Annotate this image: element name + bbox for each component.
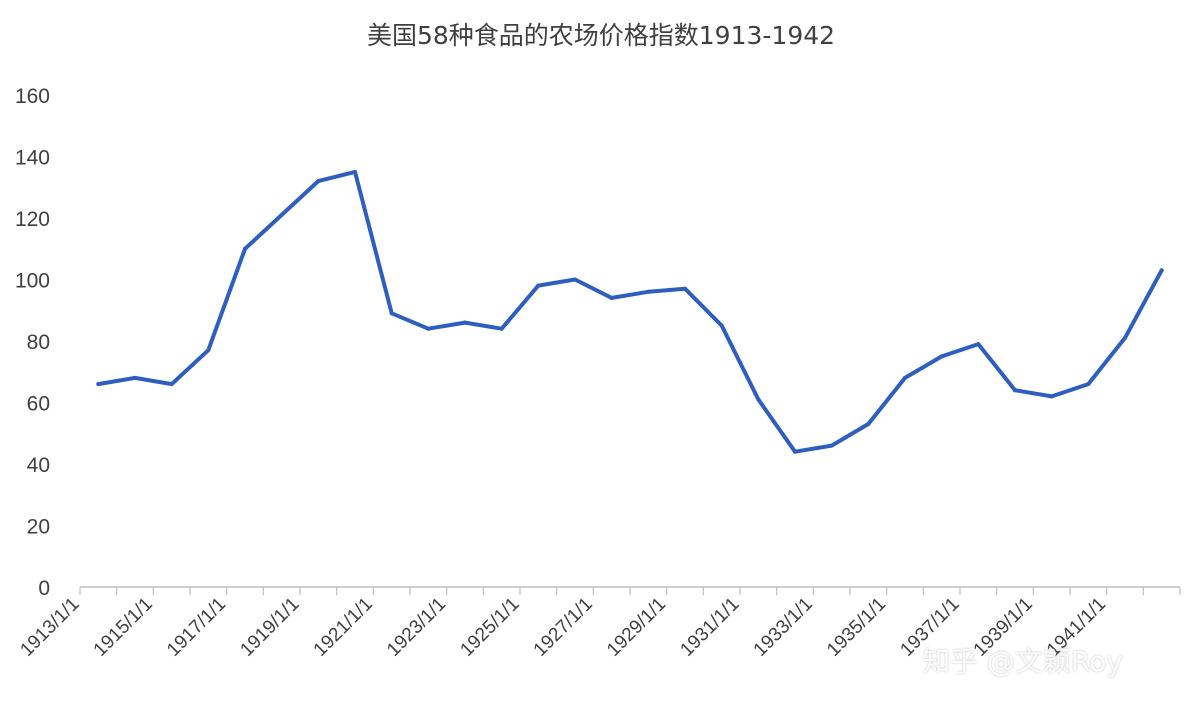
data-point bbox=[1159, 268, 1164, 273]
data-point bbox=[279, 212, 284, 217]
data-point bbox=[646, 289, 651, 294]
series-line bbox=[96, 169, 1164, 454]
data-point bbox=[1123, 335, 1127, 340]
data-point bbox=[903, 375, 907, 380]
data-point bbox=[426, 326, 431, 331]
data-point bbox=[573, 277, 577, 282]
data-point bbox=[536, 283, 541, 288]
y-tick-label: 40 bbox=[27, 454, 50, 477]
data-point bbox=[1049, 394, 1054, 399]
data-point bbox=[609, 295, 614, 300]
data-point bbox=[243, 246, 247, 251]
x-tick-label: 1931/1/1 bbox=[676, 594, 743, 661]
data-point bbox=[96, 382, 101, 387]
data-point bbox=[353, 169, 357, 174]
chart-title: 美国58种食品的农场价格指数1913-1942 bbox=[366, 21, 836, 50]
x-tick-label: 1923/1/1 bbox=[383, 594, 450, 661]
x-tick-label: 1927/1/1 bbox=[530, 594, 597, 661]
data-point bbox=[463, 320, 467, 325]
data-point bbox=[756, 397, 761, 402]
x-tick-label: 1921/1/1 bbox=[310, 594, 377, 661]
x-tick-label: 1919/1/1 bbox=[236, 594, 303, 661]
x-tick-label: 1925/1/1 bbox=[456, 594, 523, 661]
y-tick-label: 20 bbox=[27, 516, 50, 539]
data-point bbox=[719, 323, 724, 328]
y-tick-label: 60 bbox=[27, 393, 50, 416]
x-tick-label: 1929/1/1 bbox=[603, 594, 670, 661]
x-tick-label: 1915/1/1 bbox=[90, 594, 157, 661]
data-point bbox=[866, 422, 871, 427]
data-point bbox=[793, 449, 797, 454]
data-point bbox=[499, 326, 504, 331]
data-point bbox=[683, 286, 687, 291]
data-point bbox=[133, 375, 137, 380]
y-tick-label: 140 bbox=[15, 147, 50, 170]
data-point bbox=[1086, 382, 1091, 387]
x-tick-label: 1917/1/1 bbox=[163, 594, 230, 661]
y-tick-label: 0 bbox=[38, 577, 50, 600]
data-point bbox=[389, 311, 394, 316]
watermark: 知乎 @文颖Roy bbox=[922, 645, 1123, 678]
y-tick-label: 100 bbox=[15, 270, 50, 293]
data-point bbox=[1013, 388, 1017, 393]
x-tick-label: 1935/1/1 bbox=[823, 594, 890, 661]
data-point bbox=[206, 348, 211, 353]
data-point bbox=[829, 443, 834, 448]
x-tick-label: 1913/1/1 bbox=[16, 594, 83, 661]
data-point bbox=[939, 354, 944, 359]
data-point bbox=[976, 342, 981, 347]
data-point bbox=[169, 382, 174, 387]
y-tick-label: 120 bbox=[15, 208, 50, 231]
y-tick-label: 80 bbox=[27, 331, 50, 354]
y-tick-label: 160 bbox=[15, 85, 50, 108]
x-tick-label: 1933/1/1 bbox=[750, 594, 817, 661]
data-point bbox=[316, 179, 321, 184]
